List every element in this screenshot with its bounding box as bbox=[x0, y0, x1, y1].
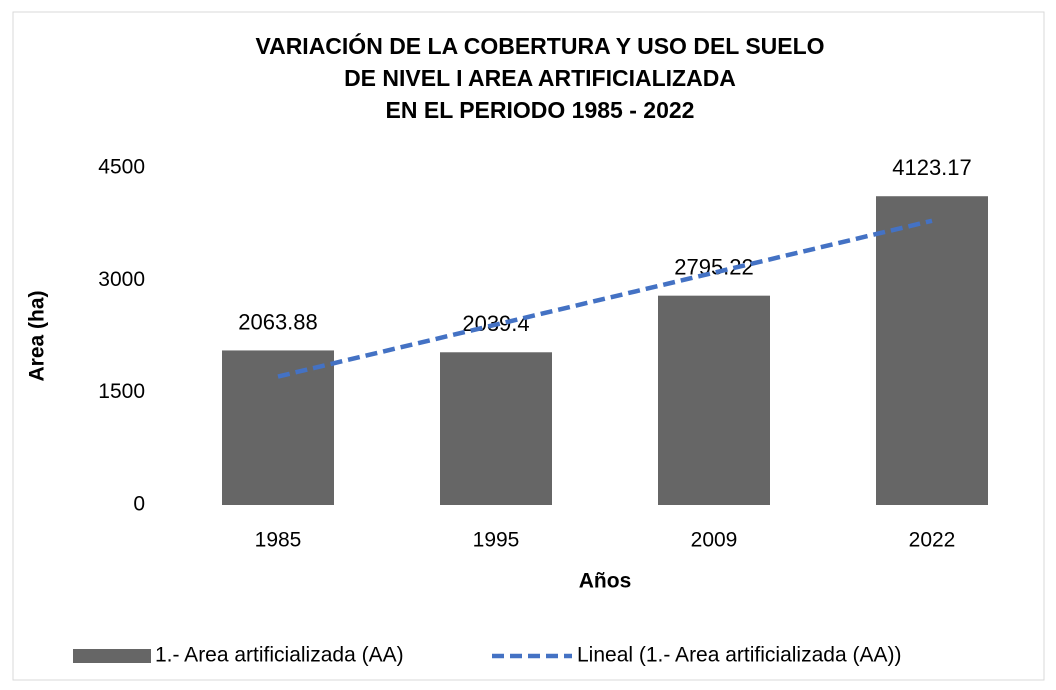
x-tick-label: 1995 bbox=[473, 529, 520, 552]
bar bbox=[658, 295, 770, 505]
x-tick-label: 2022 bbox=[909, 529, 956, 552]
bar bbox=[222, 350, 334, 505]
data-label: 2063.88 bbox=[238, 309, 318, 334]
chart-border bbox=[12, 11, 1045, 681]
chart-title: DE NIVEL I AREA ARTIFICIALIZADA bbox=[344, 65, 736, 91]
legend-swatch bbox=[73, 649, 151, 663]
x-tick-label: 1985 bbox=[255, 529, 302, 552]
y-tick-label: 4500 bbox=[98, 156, 145, 179]
legend-label: 1.- Area artificializada (AA) bbox=[155, 644, 404, 667]
chart-title: EN EL PERIODO 1985 - 2022 bbox=[386, 97, 695, 123]
x-axis-title: Años bbox=[579, 570, 632, 593]
legend-label: Lineal (1.- Area artificializada (AA)) bbox=[577, 644, 901, 667]
y-tick-label: 0 bbox=[133, 493, 145, 516]
y-tick-label: 3000 bbox=[98, 268, 145, 291]
y-tick-label: 1500 bbox=[98, 380, 145, 403]
data-label: 4123.17 bbox=[892, 155, 972, 180]
bar bbox=[876, 196, 988, 505]
trendline bbox=[277, 218, 933, 379]
bar bbox=[440, 352, 552, 505]
x-tick-label: 2009 bbox=[691, 529, 738, 552]
chart-title: VARIACIÓN DE LA COBERTURA Y USO DEL SUEL… bbox=[255, 32, 824, 59]
y-axis-title: Area (ha) bbox=[26, 290, 49, 381]
